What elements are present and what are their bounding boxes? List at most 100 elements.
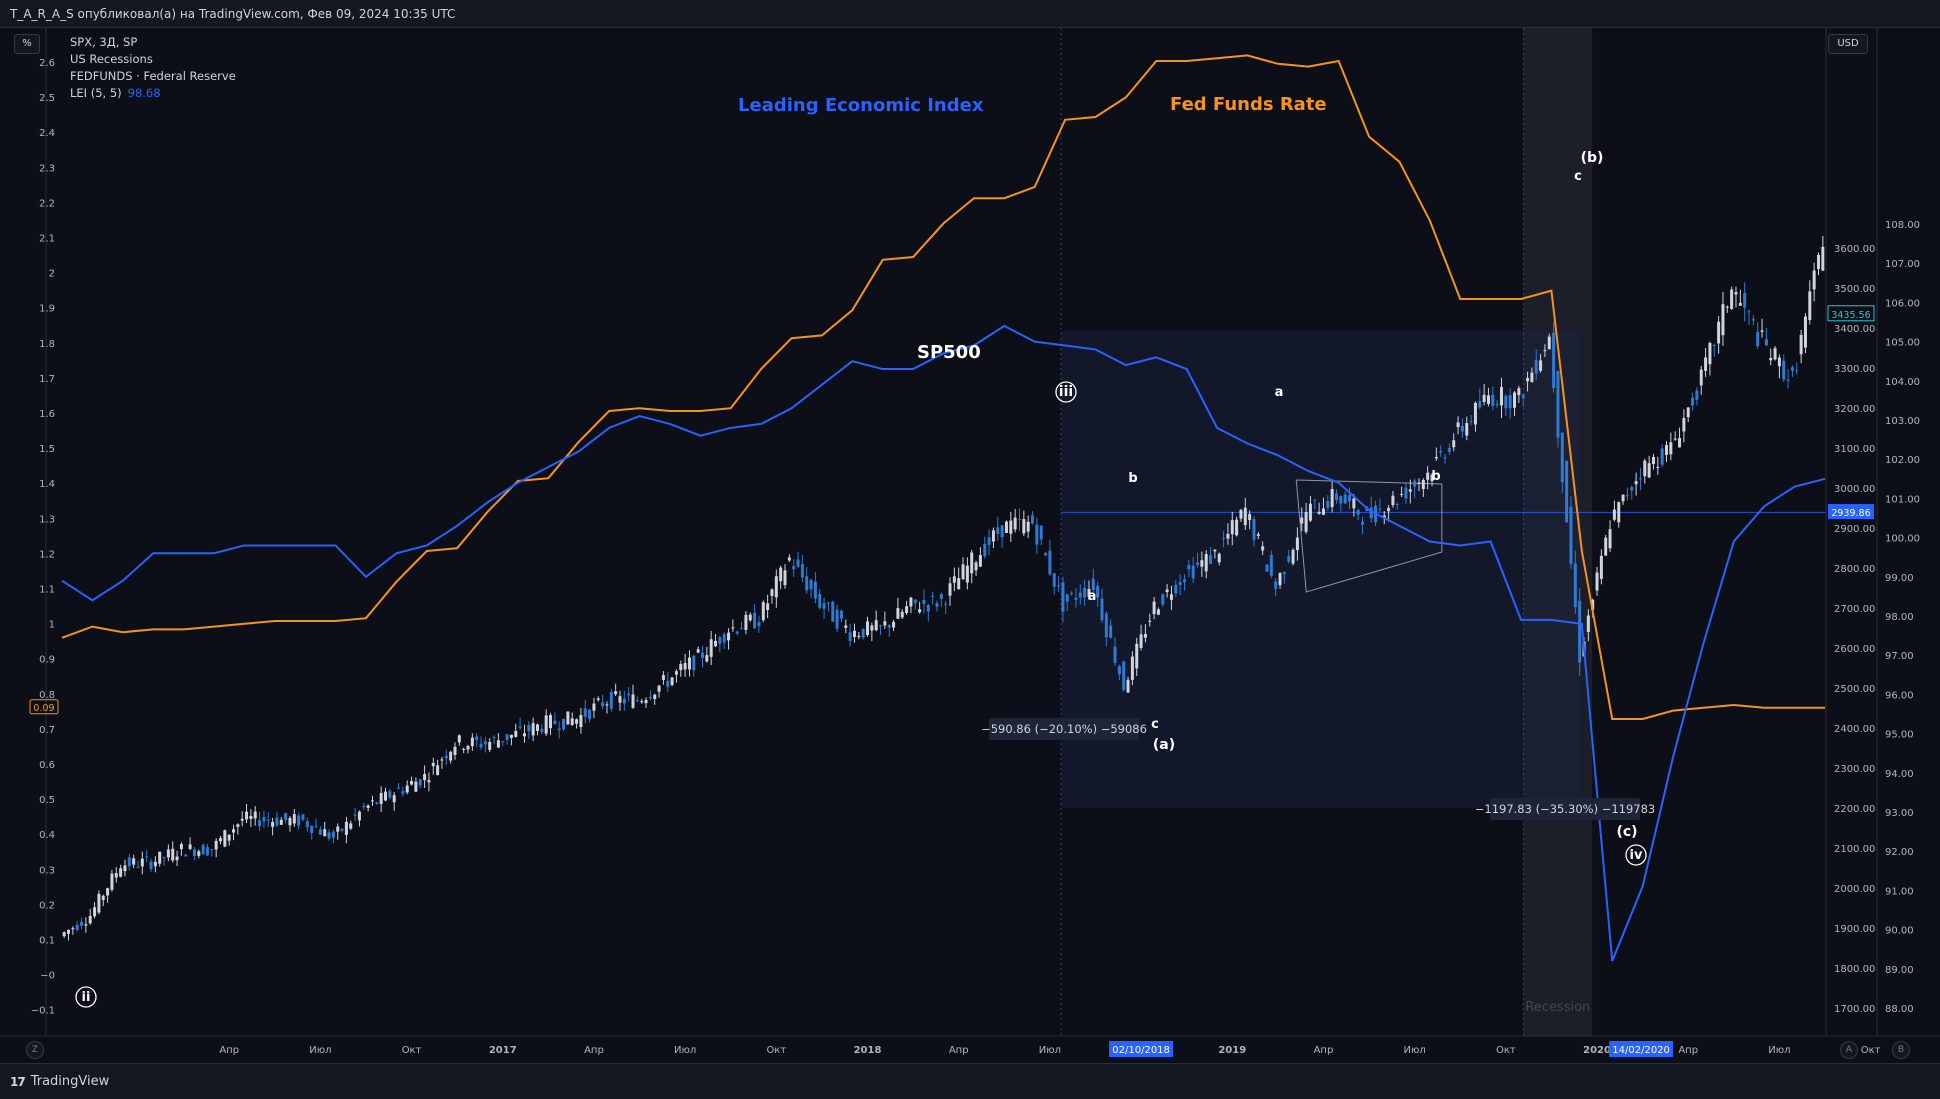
candle-body (787, 557, 791, 561)
candle-body (479, 743, 483, 748)
candle-body (531, 723, 535, 736)
candle-body (978, 555, 982, 567)
candle-body (761, 602, 765, 621)
candle-body (1191, 565, 1195, 579)
chart-area[interactable]: Recession Leading Economic Index Fed Fund… (0, 28, 1940, 1063)
candle-body (1217, 553, 1221, 563)
candle-body (961, 564, 965, 580)
candle-body (475, 736, 479, 741)
left-axis-tick: 0.9 (39, 655, 55, 666)
wave-circle (1625, 844, 1647, 866)
lei-axis-tick: 96.00 (1885, 690, 1914, 701)
candle-body (114, 873, 118, 878)
left-axis-tick: 0.7 (39, 725, 55, 736)
candle-body (214, 840, 218, 850)
candle-body (1560, 432, 1564, 483)
candle-body (1604, 537, 1608, 556)
time-axis-tick: Апр (949, 1045, 969, 1056)
candle-body (831, 601, 835, 622)
triangle-pattern (1295, 479, 1443, 593)
left-axis-tick: 2.2 (39, 198, 55, 209)
currency-button[interactable]: USD (1828, 34, 1868, 54)
legend-lei-label: LEI (5, 5) (70, 86, 122, 100)
candle-body (939, 594, 943, 599)
candle-body (336, 826, 340, 832)
percent-scale-button[interactable]: % (14, 34, 40, 54)
candle-body (1226, 533, 1230, 539)
legend-lei[interactable]: LEI (5, 5) 98.68 (70, 85, 236, 102)
candle-body (436, 765, 440, 775)
lei-line (61, 324, 1826, 962)
candle-body (1547, 336, 1551, 350)
candle-body (1057, 585, 1061, 587)
wave-label: iii (1059, 384, 1073, 400)
candle-body (405, 785, 409, 793)
price-axis-tick: 2500.00 (1834, 684, 1875, 695)
legend-recessions[interactable]: US Recessions (70, 52, 153, 66)
candle-body (1651, 457, 1655, 465)
lei-axis-tick: 105.00 (1885, 338, 1920, 349)
price-axis-tick: 2000.00 (1834, 884, 1875, 895)
time-axis-tick: 02/10/2018 (1112, 1045, 1170, 1056)
candle-body (1725, 306, 1729, 308)
last-price-badge-text: 3435.56 (1831, 310, 1870, 321)
candle-body (466, 745, 470, 750)
candle-body (1178, 582, 1182, 585)
candle-body (227, 834, 231, 841)
tradingview-logo[interactable]: 17 TradingView (10, 1074, 109, 1089)
candle-body (683, 663, 687, 670)
candle-body (1187, 565, 1191, 570)
chart-svg[interactable]: Recession Leading Economic Index Fed Fund… (0, 28, 1940, 1063)
candle-body (1756, 331, 1760, 347)
measure-label-2-text: −1197.83 (−35.30%) −119783 (1475, 802, 1656, 816)
candle-body (935, 603, 939, 607)
candle-body (1300, 517, 1304, 524)
legend-fedfunds[interactable]: FEDFUNDS · Federal Reserve (70, 69, 236, 83)
candle-body (1808, 291, 1812, 321)
candle-body (223, 830, 227, 847)
candle-body (292, 814, 296, 824)
candle-body (1456, 422, 1460, 428)
candle-body (1704, 357, 1708, 371)
candle-body (1183, 579, 1187, 583)
candle-body (218, 838, 222, 842)
candle-body (670, 677, 674, 685)
candle-body (740, 628, 744, 630)
candle-body (1204, 554, 1208, 572)
auto-scale-button[interactable]: A (1840, 1041, 1858, 1059)
candle-body (714, 640, 718, 647)
candle-body (392, 795, 396, 803)
candle-body (331, 831, 335, 838)
candle-body (1044, 553, 1048, 556)
candle-body (1591, 599, 1595, 610)
candle-body (162, 857, 166, 859)
candle-body (145, 856, 149, 858)
candle-body (1113, 646, 1117, 663)
candle-body (666, 680, 670, 687)
log-scale-button[interactable]: B (1892, 1041, 1910, 1059)
time-badge-box (1109, 1041, 1174, 1057)
wave-label: a (1275, 385, 1284, 400)
wave-circle (1055, 381, 1077, 403)
candle-body (509, 734, 513, 738)
lei-axis-tick: 91.00 (1885, 886, 1914, 897)
candle-body (1656, 466, 1660, 468)
candle-body (1083, 587, 1087, 598)
candle-body (1508, 395, 1512, 409)
candle-body (414, 781, 418, 792)
candle-body (457, 735, 461, 743)
reset-scale-button[interactable]: Z (26, 1041, 44, 1059)
candle-body (318, 829, 322, 835)
candle-body (1126, 679, 1130, 693)
left-axis-tick: 2 (49, 269, 55, 280)
legend-symbol[interactable]: SPX, 3Д, SP (70, 35, 138, 49)
candle-body (1148, 620, 1152, 622)
candle-body (1730, 289, 1734, 309)
candle-body (1517, 388, 1521, 396)
candle-body (1764, 339, 1768, 346)
candle-body (826, 602, 830, 604)
left-axis-tick: 0.6 (39, 760, 55, 771)
candle-body (449, 751, 453, 761)
left-axis-tick: 0.2 (39, 900, 55, 911)
candle-body (84, 924, 88, 926)
